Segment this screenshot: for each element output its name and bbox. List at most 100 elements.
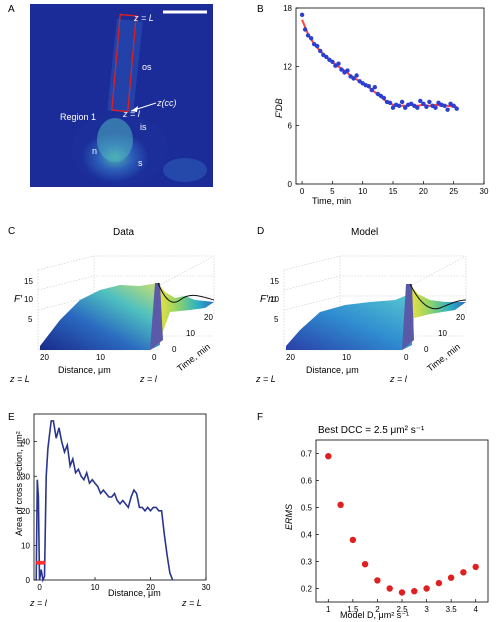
b-data-point <box>339 67 344 72</box>
title-c: Data <box>113 227 135 238</box>
f-xtick-label: 2.5 <box>396 605 408 614</box>
f-data-point <box>337 501 344 508</box>
b-data-point <box>336 61 341 66</box>
b-data-point <box>305 33 311 38</box>
f-ytick-label: 0.3 <box>301 558 313 567</box>
time-tick-c-0: 0 <box>172 345 177 354</box>
b-data-point <box>433 105 438 110</box>
dist-tick-c-0: 20 <box>40 353 49 362</box>
f-ytick-label: 0.7 <box>301 450 313 459</box>
b-data-point <box>442 103 447 109</box>
xlabel-b: Time, min <box>312 196 351 206</box>
f-axes-box <box>315 439 489 603</box>
b-data-point <box>299 12 305 17</box>
b-data-point <box>418 98 423 104</box>
e-ytick-label: 30 <box>21 472 30 481</box>
ztick-c-0: 5 <box>28 315 33 324</box>
e-axes-box <box>33 413 207 581</box>
zL-c: z = L <box>9 374 30 384</box>
e-ytick-label: 20 <box>21 507 30 516</box>
label-a-os: os <box>142 62 152 72</box>
b-xtick-label: 10 <box>358 187 367 196</box>
f-data-point <box>374 577 381 584</box>
plot-b: 0 5 10 15 20 25 30 0 6 12 18 <box>283 4 489 196</box>
panel-letter-a: A <box>8 4 15 15</box>
zL-e: z = L <box>181 598 202 608</box>
f-data-point <box>398 589 406 596</box>
b-xtick-label: 15 <box>389 187 398 196</box>
b-data-point <box>421 101 426 107</box>
b-data-point <box>302 27 308 32</box>
surface-data-right <box>158 283 214 340</box>
f-ytick-label: 0.6 <box>301 477 313 486</box>
ylabel-b: F′DB <box>274 98 284 118</box>
synapse-glow <box>163 158 207 182</box>
b-data-point <box>415 105 420 110</box>
time-label-c: Time, min <box>175 342 212 374</box>
panel-letter-c: C <box>8 226 15 237</box>
f-data-point <box>472 563 479 571</box>
b-data-point <box>390 105 396 110</box>
time-tick-c-2: 20 <box>204 313 213 322</box>
f-data-point <box>361 561 369 568</box>
b-data-point <box>387 100 393 106</box>
e-ytick-label: 10 <box>21 541 30 550</box>
panel-letter-d: D <box>257 226 264 237</box>
zl-d: z = l <box>389 374 408 384</box>
nucleus-glow <box>97 118 133 162</box>
dist-tick-d-2: 0 <box>404 353 409 362</box>
b-data-point <box>324 54 329 60</box>
dist-label-c: Distance, μm <box>58 365 111 375</box>
dist-tick-c-2: 0 <box>152 353 157 362</box>
b-data-point <box>345 68 350 73</box>
surface-plot-c: F′ 5 10 15 20 10 0 0 10 20 Distance, μm … <box>9 255 215 384</box>
panel-letter-e: E <box>8 412 15 423</box>
time-tick-d-0: 0 <box>424 345 429 354</box>
panel-letter-b: B <box>257 4 264 15</box>
plot-e: 0 10 20 30 0 10 20 30 40 <box>21 413 211 592</box>
zlabel-d: F′m <box>260 294 276 305</box>
b-data-point <box>315 43 320 49</box>
b-xtick-label: 25 <box>449 187 458 196</box>
panel-letter-f: F <box>257 412 263 423</box>
b-data-point <box>454 106 459 111</box>
b-axes-box <box>295 7 485 185</box>
xlabel-f: Model D, μm² s⁻¹ <box>340 610 409 620</box>
label-a-is: is <box>140 122 147 132</box>
micrograph: z = L os z(cc) z = l Region 1 is n s <box>30 4 213 187</box>
ylabel-f: ERMS <box>284 504 294 530</box>
e-ytick-label: 0 <box>26 576 31 585</box>
b-xtick-label: 30 <box>480 187 489 196</box>
b-data-point <box>424 104 429 110</box>
b-xtick-label: 0 <box>300 187 305 196</box>
e-area-line <box>35 420 174 583</box>
f-xtick-label: 1.5 <box>347 605 359 614</box>
f-data-point <box>447 574 455 581</box>
b-data-point <box>351 76 356 81</box>
label-a-region: Region 1 <box>60 112 96 122</box>
ztick-d-2: 15 <box>270 277 279 286</box>
region-box <box>111 13 137 113</box>
time-tick-d-1: 10 <box>438 329 447 338</box>
b-data-point <box>330 59 335 64</box>
zcc-arrow-head <box>131 106 138 112</box>
f-xtick-label: 4 <box>473 605 478 614</box>
label-a-s: s <box>138 158 143 168</box>
time-tick-d-2: 20 <box>456 313 465 322</box>
title-f: Best DCC = 2.5 μm² s⁻¹ <box>318 425 425 436</box>
b-data-point <box>354 73 359 78</box>
b-xtick-label: 5 <box>330 187 335 196</box>
e-xtick-label: 30 <box>202 583 211 592</box>
b-data-point <box>451 103 456 109</box>
surface-data-edge <box>157 282 215 303</box>
label-a-n: n <box>92 146 97 156</box>
f-xtick-label: 2 <box>375 605 380 614</box>
surface-data-front <box>40 283 160 350</box>
zlabel-c: F′ <box>14 294 23 305</box>
e-marker <box>41 560 46 565</box>
plot-f: 1 1.5 2 2.5 3 3.5 4 0.2 0.3 0.4 0.5 0.6 0.7 <box>301 439 489 614</box>
f-xtick-label: 3 <box>424 605 429 614</box>
e-xtick-label: 20 <box>146 583 155 592</box>
